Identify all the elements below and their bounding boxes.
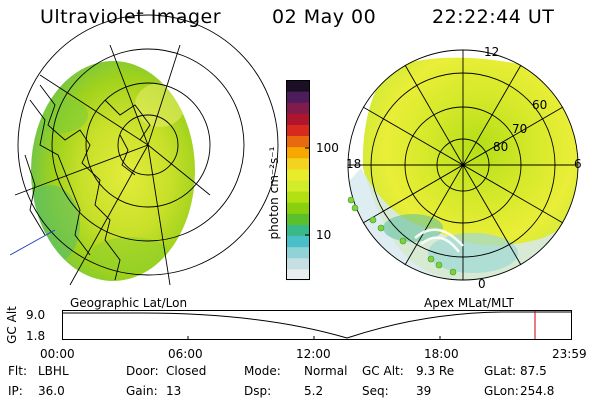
colorbar-band	[286, 191, 310, 203]
info-value: 87.5	[520, 364, 547, 378]
lat-lon-grid	[14, 14, 279, 286]
info-value: 5.2	[304, 384, 324, 398]
info-value: 36.0	[38, 384, 65, 398]
mlt-label-18: 18	[346, 157, 362, 171]
info-value: 254.8	[520, 384, 555, 398]
right-panel-caption: Apex MLat/MLT	[424, 296, 514, 310]
colorbar-band	[286, 246, 310, 259]
info-key: Mode:	[244, 364, 281, 378]
mlt-label-12: 12	[484, 45, 500, 59]
colorbar-band	[286, 91, 310, 103]
colorbar-band	[286, 157, 310, 170]
colorbar-band	[286, 146, 310, 159]
time-tick-0600: 06:00	[168, 347, 203, 361]
colorbar-band	[286, 202, 310, 214]
coastlines	[24, 84, 151, 281]
altitude-axis-label: GC Alt	[5, 306, 19, 344]
info-value: Normal	[304, 364, 348, 378]
colorbar-unit-label: photon cm⁻²s⁻¹	[267, 146, 281, 240]
time-tick-1200: 12:00	[296, 347, 331, 361]
colorbar-tick-10: 10	[316, 228, 332, 242]
colorbar-band	[286, 80, 310, 92]
mlt-label-6: 6	[574, 157, 582, 171]
info-key: GLat:	[484, 364, 517, 378]
info-key: Seq:	[362, 384, 389, 398]
info-key: Dsp:	[244, 384, 272, 398]
image-date: 02 May 00	[272, 6, 377, 28]
info-value: Closed	[166, 364, 207, 378]
left-panel-caption: Geographic Lat/Lon	[70, 296, 188, 310]
mlat-mlt-grid	[347, 49, 579, 281]
info-value: LBHL	[38, 364, 69, 378]
info-value: 39	[416, 384, 432, 398]
info-key: Flt:	[8, 364, 27, 378]
mlat-label-80: 80	[493, 140, 509, 154]
instrument-title: Ultraviolet Imager	[40, 6, 222, 28]
altitude-plot	[62, 310, 572, 340]
info-key: GLon:	[484, 384, 519, 398]
image-time: 22:22:44 UT	[432, 6, 555, 28]
colorbar-band	[286, 135, 310, 148]
mlat-label-60: 60	[532, 98, 548, 112]
colorbar-band	[286, 168, 310, 181]
colorbar-band	[286, 224, 310, 237]
colorbar-band	[286, 268, 310, 281]
time-tick-0000: 00:00	[40, 347, 75, 361]
altitude-ymax-label: 9.0	[26, 308, 46, 322]
auroral-spots	[347, 196, 457, 276]
colorbar-tick-100: 100	[316, 141, 339, 155]
colorbar-band	[286, 235, 310, 248]
info-key: Gain:	[126, 384, 158, 398]
colorbar	[286, 80, 310, 281]
geographic-image	[9, 14, 279, 286]
time-tick-2359: 23:59	[552, 347, 587, 361]
info-value: 9.3 Re	[416, 364, 455, 378]
colorbar-band	[286, 102, 310, 114]
colorbar-band	[286, 213, 310, 225]
colorbar-band	[286, 180, 310, 192]
time-tick-1800: 18:00	[424, 347, 459, 361]
altitude-ymin-label: 1.8	[26, 329, 46, 343]
map-boundary-line	[9, 229, 56, 256]
info-key: GC Alt:	[362, 364, 404, 378]
info-key: IP:	[8, 384, 23, 398]
colorbar-band	[286, 124, 310, 137]
info-key: Door:	[126, 364, 159, 378]
info-value: 13	[166, 384, 182, 398]
colorbar-band	[286, 257, 310, 270]
mlat-label-70: 70	[512, 122, 528, 136]
mlt-label-0: 0	[478, 277, 486, 291]
colorbar-band	[286, 113, 310, 125]
magnetic-polar-plot	[347, 49, 579, 281]
altitude-curve	[62, 311, 572, 339]
